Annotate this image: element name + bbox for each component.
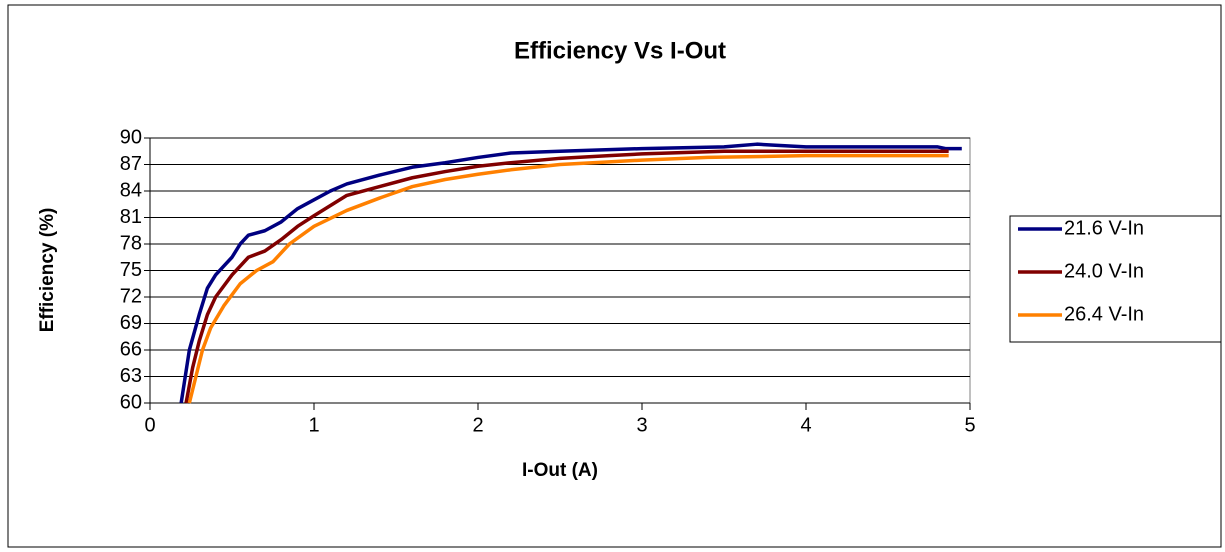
y-tick-label: 63 (120, 365, 142, 387)
y-axis-label: Efficiency (%) (37, 208, 58, 333)
x-tick-label: 1 (308, 414, 319, 436)
legend-label: 26.4 V-In (1064, 303, 1144, 325)
x-tick-label: 5 (964, 414, 975, 436)
y-tick-label: 75 (120, 259, 142, 281)
y-tick-label: 90 (120, 126, 142, 148)
y-tick-label: 69 (120, 312, 142, 334)
series-line (187, 153, 949, 404)
series-line (184, 149, 949, 404)
y-tick-label: 84 (120, 179, 142, 201)
legend-box (1009, 215, 1222, 343)
y-tick-label: 78 (120, 232, 142, 254)
legend-label: 21.6 V-In (1064, 217, 1144, 239)
y-tick-label: 87 (120, 153, 142, 175)
legend-label: 24.0 V-In (1064, 260, 1144, 282)
y-tick-label: 60 (120, 391, 142, 413)
x-tick-label: 0 (144, 414, 155, 436)
x-tick-label: 2 (472, 414, 483, 436)
series-line (179, 142, 962, 404)
x-tick-label: 3 (636, 414, 647, 436)
y-tick-label: 72 (120, 285, 142, 307)
y-tick-label: 66 (120, 338, 142, 360)
chart-title: Efficiency Vs I-Out (514, 37, 726, 64)
y-tick-label: 81 (120, 206, 142, 228)
x-axis-label: I-Out (A) (522, 460, 598, 481)
x-tick-label: 4 (800, 414, 811, 436)
